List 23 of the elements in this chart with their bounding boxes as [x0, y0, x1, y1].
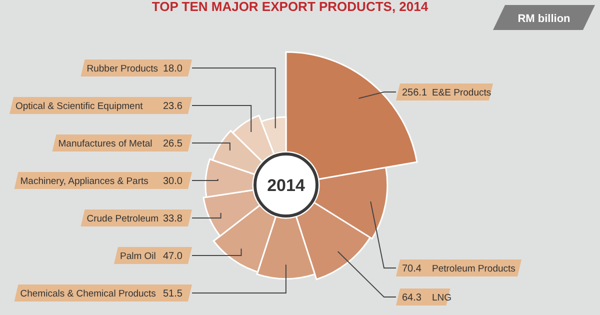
data-label: 70.4	[402, 264, 422, 274]
data-label: 33.8	[163, 214, 183, 224]
category-label: Machinery, Appliances & Parts	[20, 176, 149, 187]
category-label: LNG	[432, 292, 452, 304]
category-label: Optical & Scientific Equipment	[16, 101, 144, 112]
category-label: E&E Products	[432, 88, 492, 98]
text: TOP TEN MAJOR EXPORT PRODUCTS, 2014	[152, 0, 429, 14]
data-label: 256.1	[402, 88, 428, 98]
text: RM billion	[518, 13, 571, 25]
data-label: 47.0	[163, 251, 183, 262]
category-label: Palm Oil	[120, 251, 156, 262]
category-label: Chemicals & Chemical Products	[20, 288, 156, 300]
data-label: 23.6	[163, 101, 183, 112]
data-label: 51.5	[163, 288, 183, 300]
category-label: Crude Petroleum	[86, 214, 159, 224]
category-label: Rubber Products	[86, 64, 158, 74]
category-label: Petroleum Products	[432, 264, 516, 274]
category-label: Manufactures of Metal	[58, 138, 152, 150]
data-label: 26.5	[163, 138, 183, 150]
data-label: 64.3	[402, 292, 422, 304]
data-label: 30.0	[163, 176, 183, 187]
data-label: 18.0	[163, 64, 183, 74]
text: 2014	[267, 176, 306, 195]
